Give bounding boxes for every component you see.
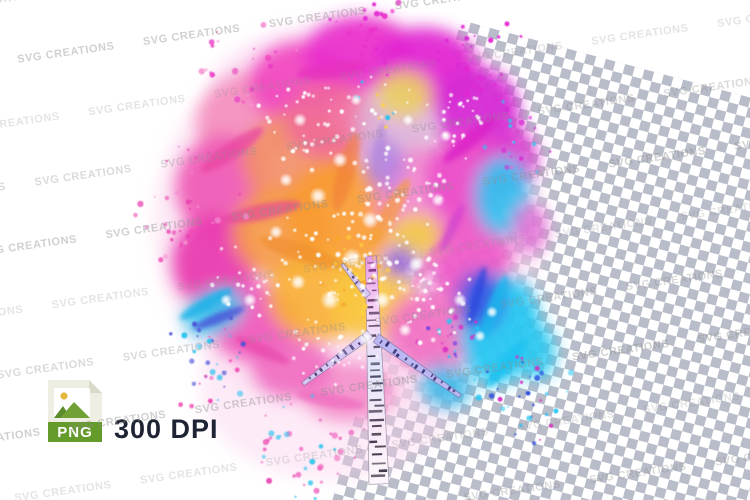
png-format-label: PNG — [57, 424, 93, 441]
sun-icon — [60, 391, 68, 400]
dpi-label: 300 DPI — [114, 414, 219, 444]
file-info-badge: PNG 300 DPI — [48, 378, 219, 443]
png-file-icon: PNG — [48, 379, 102, 442]
mountain-icon — [60, 401, 90, 418]
png-label-band — [48, 421, 102, 442]
file-fold — [89, 379, 102, 393]
